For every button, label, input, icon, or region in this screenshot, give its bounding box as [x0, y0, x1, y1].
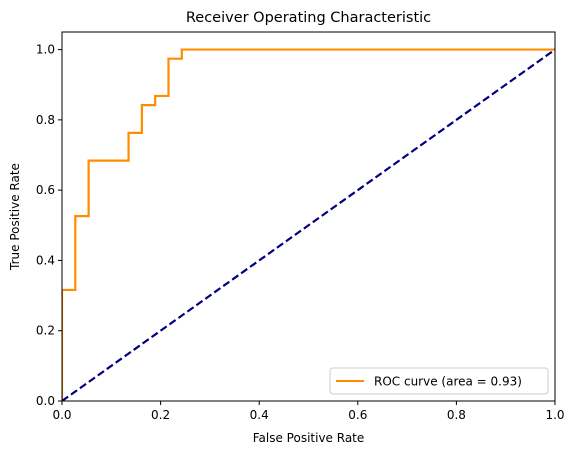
roc-curve-line [62, 48, 555, 401]
axes-frame [61, 31, 556, 402]
chart-title: Receiver Operating Characteristic [186, 10, 431, 26]
y-axis-title: True Positive Rate [8, 163, 22, 271]
x-tick-label: 0.2 [151, 408, 170, 422]
x-tick-label: 0.6 [348, 408, 367, 422]
chance-diagonal-line [62, 48, 555, 401]
y-tick-label: 0.8 [36, 113, 55, 127]
y-tick-label: 0.4 [36, 253, 55, 267]
x-tick-label: 0.8 [447, 408, 466, 422]
axis-ticks: 0.0 0.2 0.4 0.6 0.8 1.0 0.0 0.2 0.4 0.6 0.8 1.0 [36, 43, 565, 422]
x-tick-label: 1.0 [545, 408, 564, 422]
legend-label-roc: ROC curve (area = 0.93) [374, 375, 522, 389]
x-tick-label: 0.0 [52, 408, 71, 422]
legend: ROC curve (area = 0.93) [329, 367, 549, 395]
y-tick-label: 0.2 [36, 324, 55, 338]
x-axis-title: False Positive Rate [253, 431, 365, 445]
x-tick-label: 0.4 [250, 408, 269, 422]
y-tick-label: 1.0 [36, 43, 55, 57]
y-tick-label: 0.6 [36, 183, 55, 197]
plot-area [61, 31, 556, 402]
legend-box [329, 367, 549, 395]
y-tick-label: 0.0 [36, 394, 55, 408]
